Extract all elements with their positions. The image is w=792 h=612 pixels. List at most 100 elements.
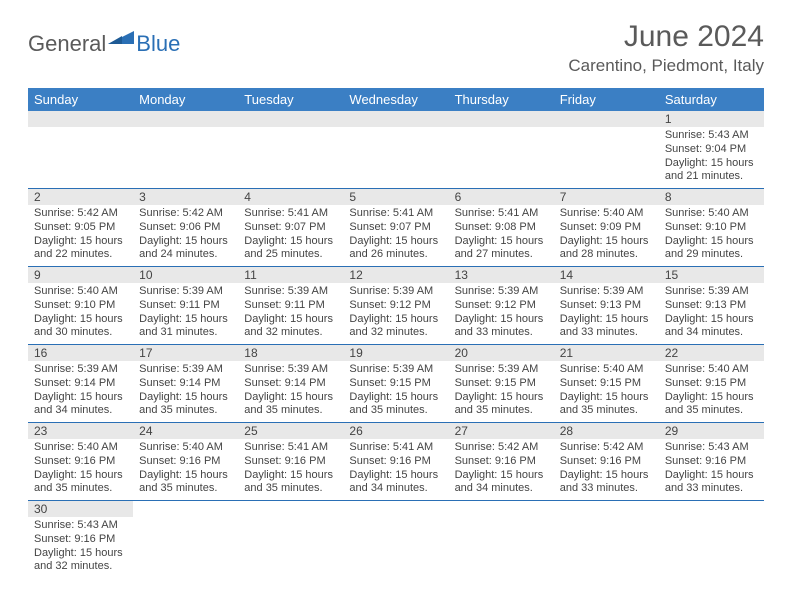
sunrise-line: Sunrise: 5:40 AM: [665, 207, 758, 221]
sunset-line: Sunset: 9:12 PM: [349, 299, 442, 313]
calendar-cell: 25Sunrise: 5:41 AMSunset: 9:16 PMDayligh…: [238, 423, 343, 501]
calendar-cell: 4Sunrise: 5:41 AMSunset: 9:07 PMDaylight…: [238, 189, 343, 267]
calendar-body: 1Sunrise: 5:43 AMSunset: 9:04 PMDaylight…: [28, 111, 764, 578]
sunset-line: Sunset: 9:07 PM: [244, 221, 337, 235]
calendar-cell: 14Sunrise: 5:39 AMSunset: 9:13 PMDayligh…: [554, 267, 659, 345]
sunrise-line: Sunrise: 5:39 AM: [139, 285, 232, 299]
calendar-cell: 1Sunrise: 5:43 AMSunset: 9:04 PMDaylight…: [659, 111, 764, 189]
daylight-line: Daylight: 15 hours and 35 minutes.: [455, 391, 548, 419]
calendar-cell: 22Sunrise: 5:40 AMSunset: 9:15 PMDayligh…: [659, 345, 764, 423]
calendar-cell: 26Sunrise: 5:41 AMSunset: 9:16 PMDayligh…: [343, 423, 448, 501]
daylight-line: Daylight: 15 hours and 33 minutes.: [665, 469, 758, 497]
sunset-line: Sunset: 9:07 PM: [349, 221, 442, 235]
day-details: Sunrise: 5:42 AMSunset: 9:05 PMDaylight:…: [28, 205, 133, 266]
sunrise-line: Sunrise: 5:41 AM: [244, 441, 337, 455]
day-number: 1: [659, 111, 764, 127]
day-number: 8: [659, 189, 764, 205]
calendar-week-row: 2Sunrise: 5:42 AMSunset: 9:05 PMDaylight…: [28, 189, 764, 267]
calendar-cell: [343, 111, 448, 189]
sunset-line: Sunset: 9:16 PM: [244, 455, 337, 469]
day-number: 27: [449, 423, 554, 439]
day-number: 18: [238, 345, 343, 361]
day-details: Sunrise: 5:41 AMSunset: 9:07 PMDaylight:…: [343, 205, 448, 266]
day-details: Sunrise: 5:43 AMSunset: 9:16 PMDaylight:…: [28, 517, 133, 578]
calendar-cell: [659, 501, 764, 579]
sunset-line: Sunset: 9:16 PM: [139, 455, 232, 469]
calendar-cell: 13Sunrise: 5:39 AMSunset: 9:12 PMDayligh…: [449, 267, 554, 345]
sunrise-line: Sunrise: 5:39 AM: [455, 363, 548, 377]
sunset-line: Sunset: 9:16 PM: [34, 455, 127, 469]
weekday-header: Friday: [554, 88, 659, 111]
empty-daynum: [554, 111, 659, 127]
sunrise-line: Sunrise: 5:39 AM: [139, 363, 232, 377]
day-details: Sunrise: 5:39 AMSunset: 9:15 PMDaylight:…: [343, 361, 448, 422]
calendar-cell: 15Sunrise: 5:39 AMSunset: 9:13 PMDayligh…: [659, 267, 764, 345]
calendar-week-row: 16Sunrise: 5:39 AMSunset: 9:14 PMDayligh…: [28, 345, 764, 423]
sunset-line: Sunset: 9:11 PM: [244, 299, 337, 313]
sunset-line: Sunset: 9:14 PM: [244, 377, 337, 391]
sunset-line: Sunset: 9:08 PM: [455, 221, 548, 235]
sunset-line: Sunset: 9:16 PM: [560, 455, 653, 469]
sunrise-line: Sunrise: 5:40 AM: [139, 441, 232, 455]
calendar-cell: 16Sunrise: 5:39 AMSunset: 9:14 PMDayligh…: [28, 345, 133, 423]
day-number: 9: [28, 267, 133, 283]
calendar-cell: 7Sunrise: 5:40 AMSunset: 9:09 PMDaylight…: [554, 189, 659, 267]
calendar-cell: [238, 501, 343, 579]
daylight-line: Daylight: 15 hours and 35 minutes.: [139, 469, 232, 497]
weekday-header: Tuesday: [238, 88, 343, 111]
day-details: Sunrise: 5:42 AMSunset: 9:16 PMDaylight:…: [554, 439, 659, 500]
day-details: Sunrise: 5:42 AMSunset: 9:06 PMDaylight:…: [133, 205, 238, 266]
day-number: 15: [659, 267, 764, 283]
day-number: 4: [238, 189, 343, 205]
sunset-line: Sunset: 9:13 PM: [665, 299, 758, 313]
daylight-line: Daylight: 15 hours and 34 minutes.: [455, 469, 548, 497]
sunset-line: Sunset: 9:05 PM: [34, 221, 127, 235]
sunset-line: Sunset: 9:10 PM: [665, 221, 758, 235]
sunrise-line: Sunrise: 5:41 AM: [349, 441, 442, 455]
sunset-line: Sunset: 9:13 PM: [560, 299, 653, 313]
day-details: Sunrise: 5:41 AMSunset: 9:07 PMDaylight:…: [238, 205, 343, 266]
calendar-cell: 10Sunrise: 5:39 AMSunset: 9:11 PMDayligh…: [133, 267, 238, 345]
daylight-line: Daylight: 15 hours and 35 minutes.: [34, 469, 127, 497]
day-details: Sunrise: 5:43 AMSunset: 9:16 PMDaylight:…: [659, 439, 764, 500]
daylight-line: Daylight: 15 hours and 26 minutes.: [349, 235, 442, 263]
day-details: Sunrise: 5:39 AMSunset: 9:14 PMDaylight:…: [238, 361, 343, 422]
sunrise-line: Sunrise: 5:39 AM: [349, 285, 442, 299]
daylight-line: Daylight: 15 hours and 34 minutes.: [665, 313, 758, 341]
day-details: Sunrise: 5:39 AMSunset: 9:14 PMDaylight:…: [133, 361, 238, 422]
sunset-line: Sunset: 9:14 PM: [34, 377, 127, 391]
title-block: June 2024 Carentino, Piedmont, Italy: [568, 20, 764, 76]
weekday-header: Sunday: [28, 88, 133, 111]
calendar-week-row: 23Sunrise: 5:40 AMSunset: 9:16 PMDayligh…: [28, 423, 764, 501]
day-details: Sunrise: 5:40 AMSunset: 9:10 PMDaylight:…: [28, 283, 133, 344]
day-details: Sunrise: 5:41 AMSunset: 9:08 PMDaylight:…: [449, 205, 554, 266]
day-details: Sunrise: 5:40 AMSunset: 9:15 PMDaylight:…: [554, 361, 659, 422]
day-number: 2: [28, 189, 133, 205]
day-details: Sunrise: 5:42 AMSunset: 9:16 PMDaylight:…: [449, 439, 554, 500]
calendar-cell: 29Sunrise: 5:43 AMSunset: 9:16 PMDayligh…: [659, 423, 764, 501]
calendar-cell: 20Sunrise: 5:39 AMSunset: 9:15 PMDayligh…: [449, 345, 554, 423]
sunrise-line: Sunrise: 5:39 AM: [560, 285, 653, 299]
calendar-cell: [238, 111, 343, 189]
day-number: 17: [133, 345, 238, 361]
daylight-line: Daylight: 15 hours and 32 minutes.: [34, 547, 127, 575]
location: Carentino, Piedmont, Italy: [568, 56, 764, 76]
calendar-cell: [28, 111, 133, 189]
day-details: Sunrise: 5:39 AMSunset: 9:15 PMDaylight:…: [449, 361, 554, 422]
sunset-line: Sunset: 9:11 PM: [139, 299, 232, 313]
day-number: 25: [238, 423, 343, 439]
calendar-cell: 18Sunrise: 5:39 AMSunset: 9:14 PMDayligh…: [238, 345, 343, 423]
daylight-line: Daylight: 15 hours and 32 minutes.: [244, 313, 337, 341]
day-details: Sunrise: 5:39 AMSunset: 9:14 PMDaylight:…: [28, 361, 133, 422]
daylight-line: Daylight: 15 hours and 31 minutes.: [139, 313, 232, 341]
daylight-line: Daylight: 15 hours and 22 minutes.: [34, 235, 127, 263]
day-number: 11: [238, 267, 343, 283]
calendar-week-row: 1Sunrise: 5:43 AMSunset: 9:04 PMDaylight…: [28, 111, 764, 189]
day-number: 3: [133, 189, 238, 205]
sunrise-line: Sunrise: 5:39 AM: [455, 285, 548, 299]
day-details: Sunrise: 5:40 AMSunset: 9:09 PMDaylight:…: [554, 205, 659, 266]
day-number: 7: [554, 189, 659, 205]
calendar-cell: 27Sunrise: 5:42 AMSunset: 9:16 PMDayligh…: [449, 423, 554, 501]
empty-daynum: [28, 111, 133, 127]
daylight-line: Daylight: 15 hours and 21 minutes.: [665, 157, 758, 185]
